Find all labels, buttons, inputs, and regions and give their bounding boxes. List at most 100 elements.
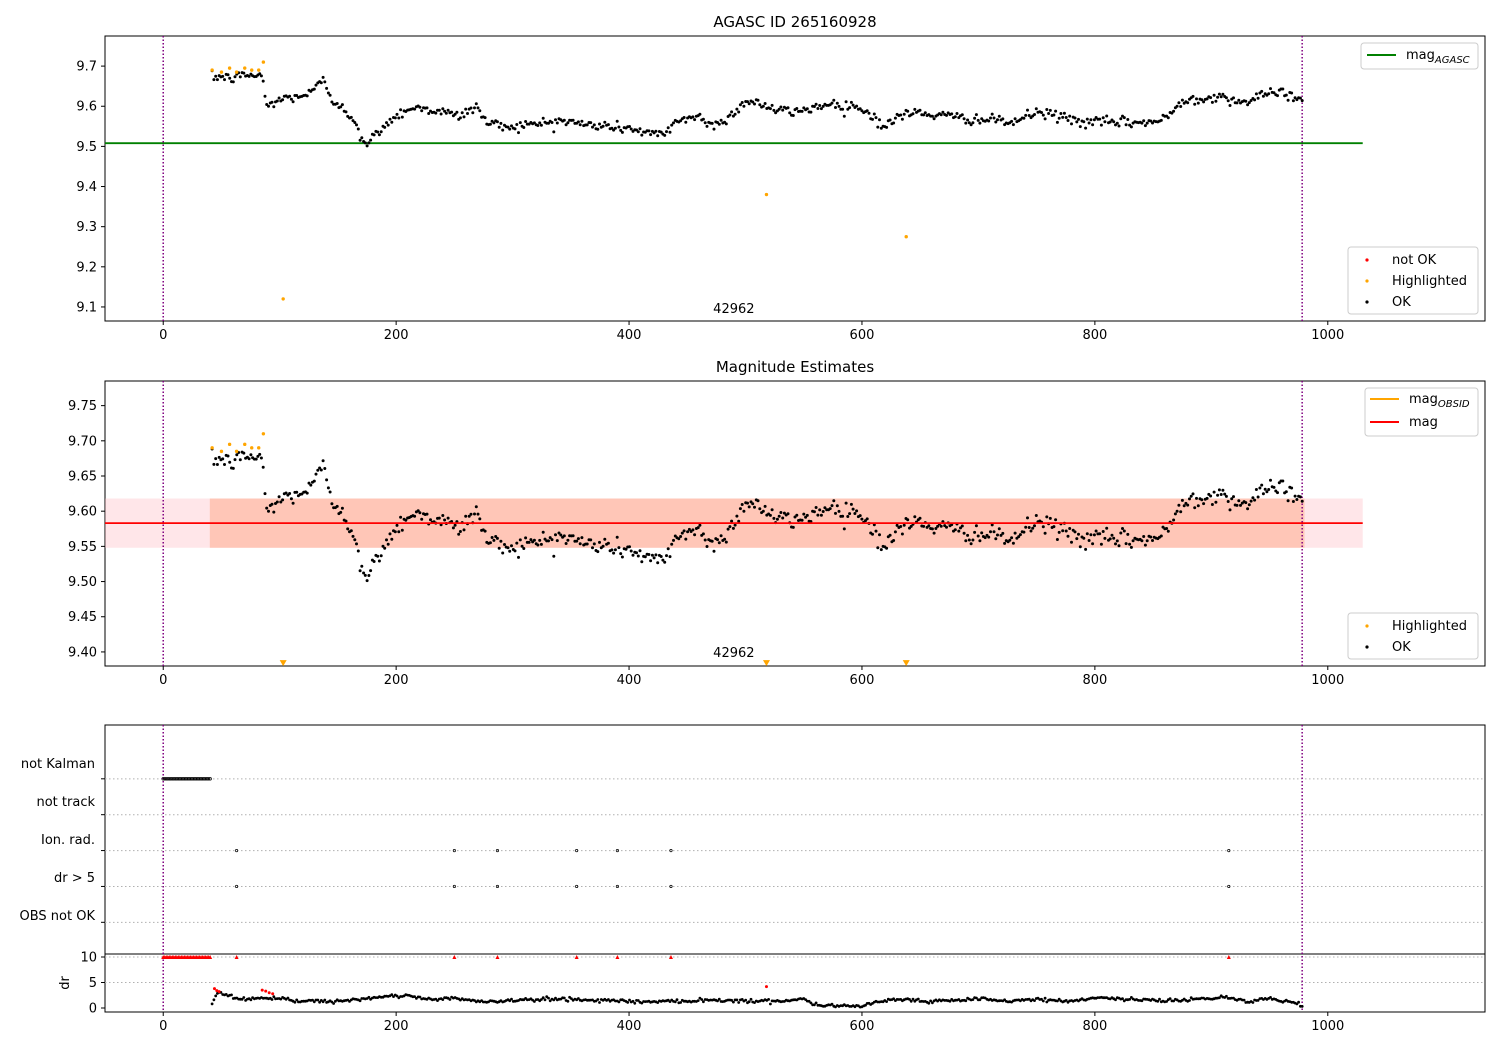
- ok-point: [1091, 542, 1095, 546]
- ok-point: [571, 534, 575, 538]
- ok-point: [957, 529, 961, 533]
- ok-point: [555, 121, 559, 125]
- ok-point: [1247, 503, 1251, 507]
- ok-point: [1219, 95, 1223, 99]
- dr-ok-point: [892, 997, 895, 1001]
- highlighted-point: [234, 70, 239, 74]
- ok-point: [996, 533, 999, 537]
- dr-ok-point: [908, 998, 911, 1001]
- ok-point: [513, 127, 517, 131]
- ok-point: [444, 111, 448, 115]
- ok-point: [753, 505, 756, 509]
- ok-point: [478, 109, 482, 113]
- ok-point: [377, 559, 381, 563]
- dr-ok-point: [1064, 999, 1068, 1002]
- ok-point: [1228, 104, 1232, 107]
- ok-point: [719, 534, 723, 538]
- dr-ok-point: [240, 997, 244, 1001]
- dr-ok-point: [1242, 998, 1246, 1002]
- ok-point: [508, 127, 512, 131]
- ok-point: [1055, 538, 1059, 541]
- ok-point: [747, 102, 751, 106]
- ok-point: [761, 104, 765, 108]
- ok-point: [812, 510, 816, 514]
- ok-point: [712, 127, 716, 131]
- ok-point: [1251, 496, 1255, 500]
- ok-point: [851, 103, 855, 107]
- ok-point: [349, 529, 353, 533]
- ok-point: [756, 499, 760, 503]
- ok-point: [231, 80, 235, 84]
- ok-point: [1064, 116, 1068, 119]
- ok-point: [295, 94, 299, 97]
- dr-ok-point: [978, 998, 982, 1002]
- ok-point: [238, 75, 242, 79]
- dr-ok-point: [640, 1001, 644, 1005]
- y-tick-label: 9.65: [68, 470, 97, 485]
- dr-axis-label: dr: [58, 976, 73, 990]
- ok-point: [849, 502, 853, 506]
- dr-ok-point: [948, 999, 952, 1003]
- ok-point: [1034, 107, 1038, 111]
- dr-y-ticks: 0 5 10: [80, 951, 105, 1017]
- ok-point: [819, 107, 823, 111]
- ok-point: [379, 130, 383, 134]
- ok-point: [746, 501, 749, 505]
- ok-point: [1047, 112, 1051, 115]
- ok-point: [909, 524, 913, 528]
- dr-ok-point: [214, 994, 218, 998]
- y-tick-label: 9.40: [68, 645, 97, 660]
- ok-point: [710, 121, 714, 125]
- ok-point: [425, 512, 429, 516]
- row-label-not-kalman: not Kalman: [21, 757, 95, 772]
- panel-agasc: AGASC ID 265160928 42962 0 200 400 600 800 10…: [76, 13, 1486, 343]
- ok-point: [691, 115, 695, 119]
- ok-point: [746, 100, 749, 104]
- ok-point: [844, 100, 848, 104]
- ok-point: [751, 502, 755, 506]
- dr-ok-point: [577, 997, 580, 1000]
- ok-point: [758, 103, 762, 107]
- dr-ok-point: [332, 1002, 335, 1005]
- ok-point: [1119, 117, 1123, 121]
- ok-point: [855, 104, 859, 108]
- dr-ok-point: [390, 993, 394, 997]
- ok-point: [247, 74, 251, 78]
- dr-ok-point: [807, 999, 811, 1003]
- ok-point: [591, 546, 594, 550]
- ok-point: [1052, 525, 1056, 529]
- ok-point: [603, 120, 607, 124]
- flag-point-not-kalman: [194, 777, 199, 781]
- ok-point: [458, 116, 462, 120]
- flag-point: [615, 884, 619, 888]
- ok-point: [355, 123, 358, 127]
- ok-point: [964, 121, 968, 125]
- ok-point: [851, 507, 855, 511]
- ok-point: [515, 541, 519, 545]
- ok-point: [663, 133, 667, 137]
- ok-point: [1108, 120, 1112, 124]
- ok-point: [397, 530, 401, 534]
- ok-point: [386, 123, 390, 127]
- ok-point: [344, 110, 348, 114]
- ok-point: [576, 120, 580, 124]
- ok-point: [277, 96, 281, 100]
- panel-agasc-x-ticks: 0 200 400 600 800 1000: [159, 321, 1344, 343]
- ok-point: [215, 463, 219, 466]
- ok-point: [698, 112, 702, 116]
- ok-point: [617, 125, 621, 129]
- ok-point: [532, 538, 536, 542]
- row-label-obs-not-ok: OBS not OK: [20, 909, 96, 924]
- legend-label-ok: OK: [1392, 640, 1411, 655]
- ok-point: [1117, 544, 1121, 548]
- ok-point: [214, 74, 218, 78]
- ok-point: [649, 559, 653, 563]
- ok-point: [1223, 492, 1227, 496]
- ok-point: [629, 549, 633, 553]
- ok-point: [885, 546, 889, 550]
- ok-point: [356, 127, 360, 131]
- ok-point: [878, 533, 881, 537]
- ok-point: [249, 453, 253, 457]
- ok-point: [571, 118, 575, 122]
- legend-label-mag: mag: [1409, 415, 1438, 430]
